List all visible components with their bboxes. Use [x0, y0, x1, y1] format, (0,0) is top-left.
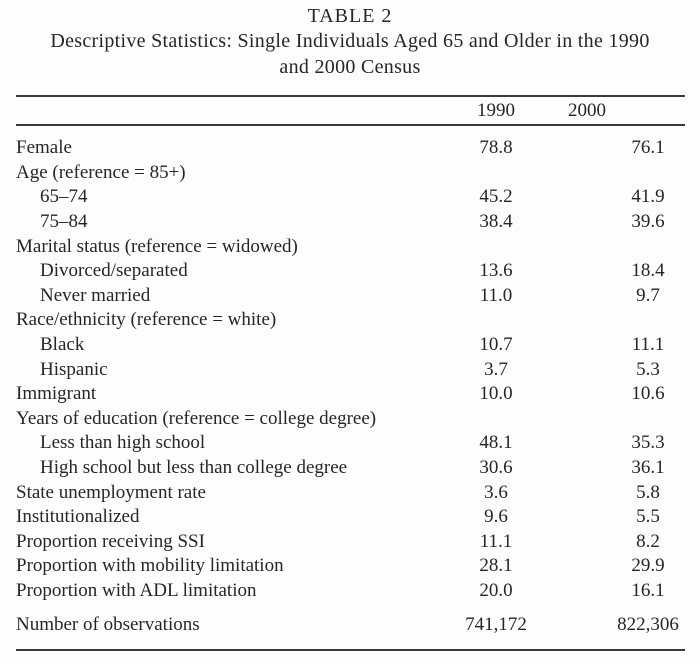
- row-label: 75–84: [40, 211, 88, 233]
- value-1990: 30.6: [479, 457, 513, 479]
- row-label: 65–74: [40, 186, 88, 208]
- value-1990: 741,172: [465, 613, 527, 635]
- row-label: High school but less than college degree: [40, 457, 348, 479]
- table-row: Race/ethnicity (reference = white): [16, 308, 685, 333]
- table-row: Never married 11.0 9.7: [16, 284, 685, 309]
- value-1990: 20.0: [479, 579, 513, 601]
- value-1990: 10.7: [479, 334, 513, 356]
- value-2000: 39.6: [631, 211, 665, 233]
- row-label: Age (reference = 85+): [16, 161, 186, 183]
- value-2000: 41.9: [631, 186, 665, 208]
- row-label: Race/ethnicity (reference = white): [16, 309, 277, 331]
- table-row: Age (reference = 85+): [16, 161, 685, 186]
- value-1990: 13.6: [479, 260, 513, 282]
- value-2000: 35.3: [631, 432, 665, 454]
- value-1990: 3.6: [484, 481, 508, 503]
- row-label: Immigrant: [16, 383, 97, 405]
- table-row: 75–84 38.4 39.6: [16, 210, 685, 235]
- value-1990: 38.4: [479, 211, 513, 233]
- table-row: Years of education (reference = college …: [16, 407, 685, 432]
- value-1990: 48.1: [479, 432, 513, 454]
- table-header-row: 1990 2000: [16, 97, 685, 124]
- table-row: Less than high school 48.1 35.3: [16, 431, 685, 456]
- row-label: State unemployment rate: [16, 481, 206, 503]
- row-label: Institutionalized: [16, 506, 140, 528]
- row-label: Marital status (reference = widowed): [16, 235, 298, 257]
- table-row: Hispanic 3.7 5.3: [16, 357, 685, 382]
- table-row: Immigrant 10.0 10.6: [16, 382, 685, 407]
- value-1990: 11.0: [479, 284, 513, 306]
- value-1990: 10.0: [479, 383, 513, 405]
- row-label: Proportion with mobility limitation: [16, 555, 284, 577]
- row-label: Number of observations: [16, 613, 200, 635]
- table-row: State unemployment rate 3.6 5.8: [16, 480, 685, 505]
- table-row: Divorced/separated 13.6 18.4: [16, 259, 685, 284]
- table-bottom-rule: [16, 649, 685, 652]
- value-2000: 16.1: [631, 579, 665, 601]
- table-header-rule: [16, 124, 685, 126]
- value-2000: 29.9: [631, 555, 665, 577]
- value-2000: 822,306: [617, 613, 679, 635]
- statistics-table: 1990 2000 Female 78.8 76.1 Age (referenc…: [16, 95, 685, 652]
- table-row: Black 10.7 11.1: [16, 333, 685, 358]
- table-row: Proportion with ADL limitation 20.0 16.1: [16, 579, 685, 604]
- value-2000: 9.7: [636, 284, 660, 306]
- row-label: Years of education (reference = college …: [16, 407, 377, 429]
- row-label: Never married: [40, 284, 151, 306]
- column-header-2000: 2000: [568, 99, 606, 121]
- table-caption: TABLE 2 Descriptive Statistics: Single I…: [0, 0, 700, 80]
- value-2000: 5.5: [636, 506, 660, 528]
- value-1990: 45.2: [479, 186, 513, 208]
- column-header-1990: 1990: [477, 99, 515, 121]
- value-2000: 76.1: [631, 137, 665, 159]
- table-row: Female 78.8 76.1: [16, 136, 685, 161]
- value-2000: 18.4: [631, 260, 665, 282]
- value-2000: 10.6: [631, 383, 665, 405]
- value-1990: 9.6: [484, 506, 508, 528]
- table-body: Female 78.8 76.1 Age (reference = 85+) 6…: [16, 136, 685, 603]
- value-1990: 3.7: [484, 358, 508, 380]
- table-top-rule: [16, 95, 685, 97]
- row-label: Proportion with ADL limitation: [16, 579, 257, 601]
- table-row: Proportion receiving SSI 11.1 8.2: [16, 530, 685, 555]
- value-1990: 78.8: [479, 137, 513, 159]
- value-1990: 11.1: [479, 530, 513, 552]
- value-2000: 36.1: [631, 457, 665, 479]
- table-row: Marital status (reference = widowed): [16, 234, 685, 259]
- table-row: High school but less than college degree…: [16, 456, 685, 481]
- row-label: Black: [40, 334, 85, 356]
- value-1990: 28.1: [479, 555, 513, 577]
- table-row-observations: Number of observations 741,172 822,306: [16, 612, 685, 637]
- value-2000: 11.1: [631, 334, 665, 356]
- table-row: Institutionalized 9.6 5.5: [16, 505, 685, 530]
- value-2000: 5.3: [636, 358, 660, 380]
- row-label: Hispanic: [40, 358, 108, 380]
- value-2000: 5.8: [636, 481, 660, 503]
- value-2000: 8.2: [636, 530, 660, 552]
- row-label: Female: [16, 137, 72, 159]
- table-subtitle-line-1: Descriptive Statistics: Single Individua…: [50, 30, 650, 52]
- table-row: 65–74 45.2 41.9: [16, 185, 685, 210]
- table-row: Proportion with mobility limitation 28.1…: [16, 554, 685, 579]
- table-number-title: TABLE 2: [307, 5, 393, 27]
- row-label: Divorced/separated: [40, 260, 188, 282]
- table-subtitle-line-2: and 2000 Census: [279, 56, 421, 78]
- row-label: Less than high school: [40, 432, 206, 454]
- row-label: Proportion receiving SSI: [16, 530, 205, 552]
